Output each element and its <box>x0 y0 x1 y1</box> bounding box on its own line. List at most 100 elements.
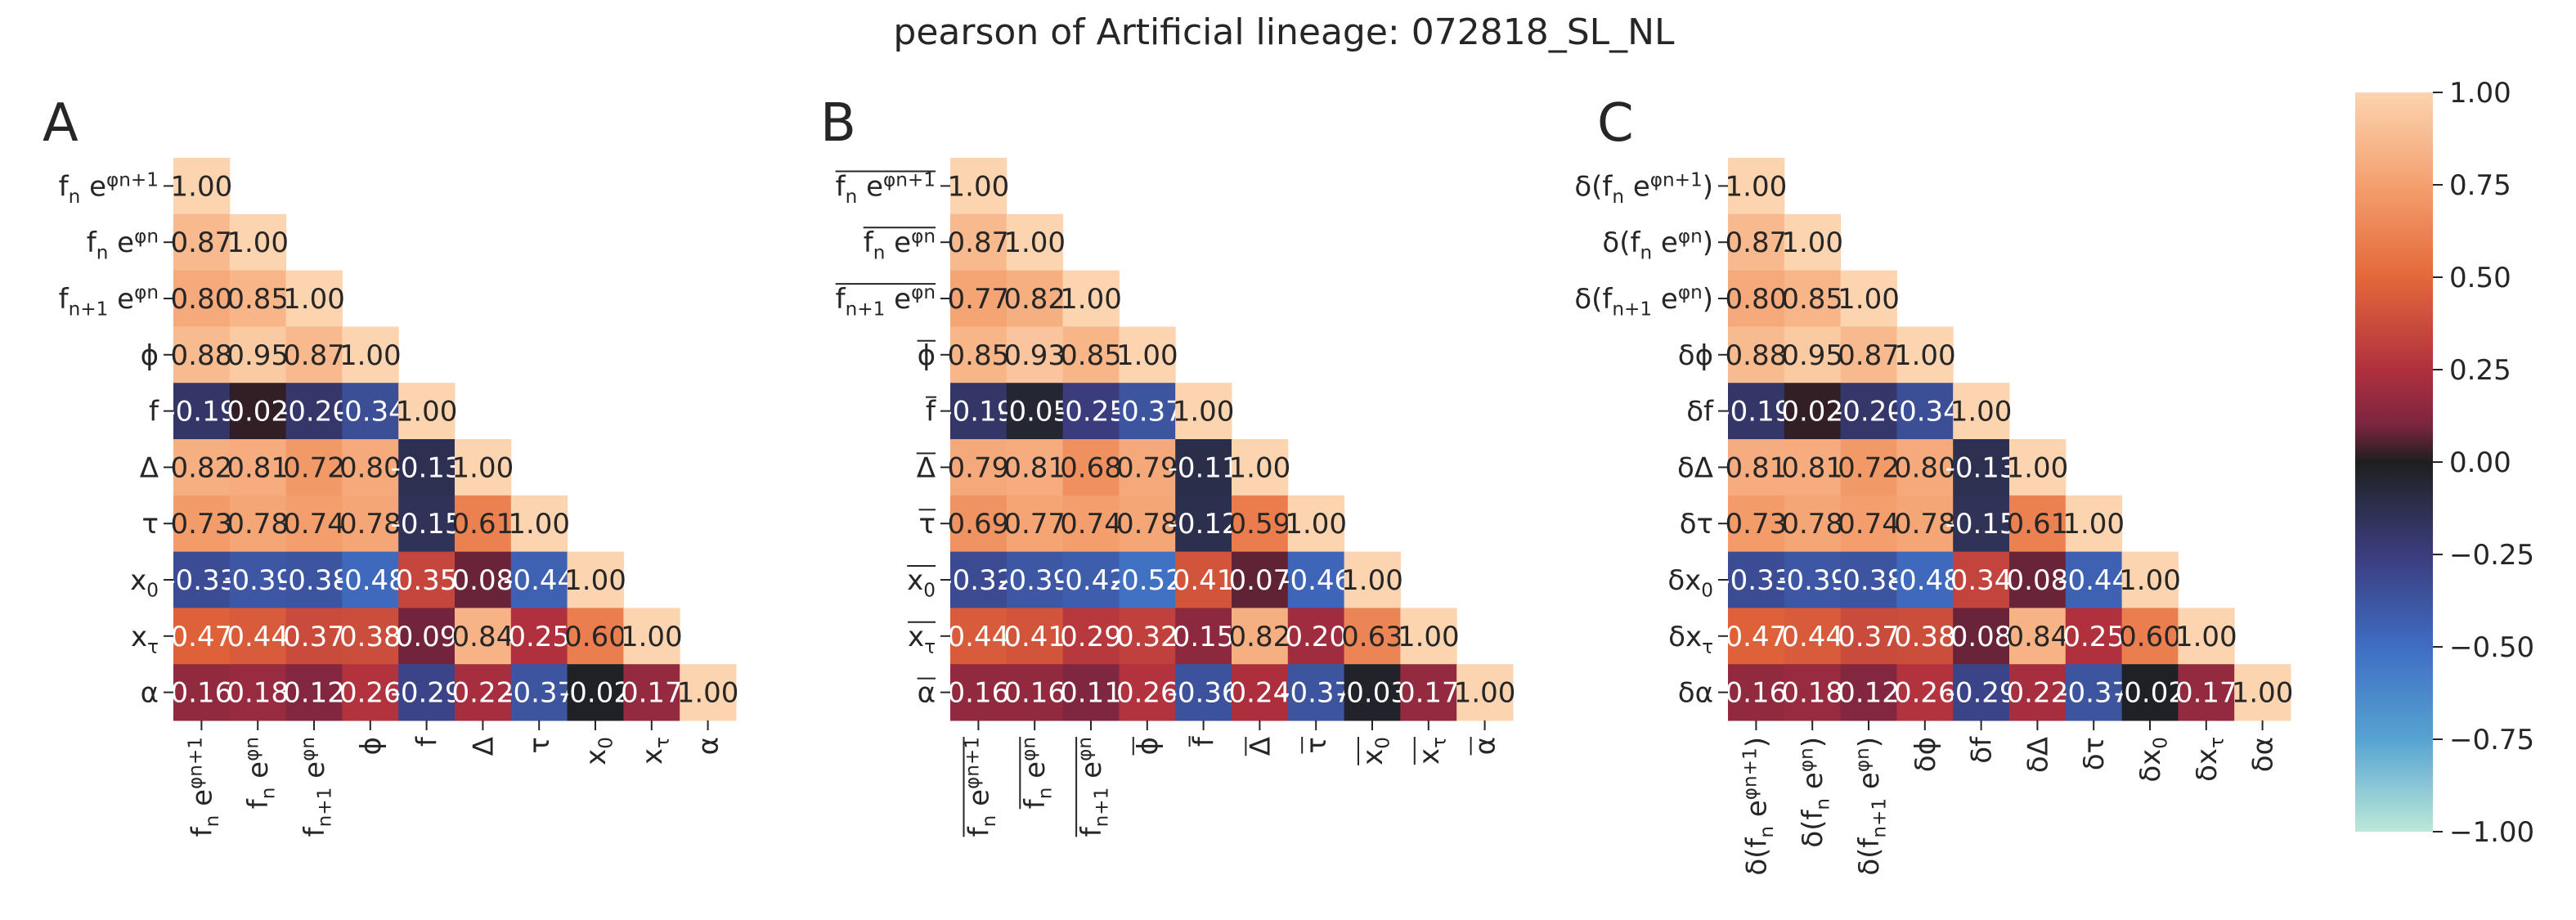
cell-value-label: 0.17 <box>621 677 683 710</box>
cell-value-label: 0.17 <box>1398 677 1460 710</box>
heatmap-cell <box>1728 158 1785 215</box>
cell-value-label: -0.38 <box>278 564 350 597</box>
cell-value-label: -0.33 <box>165 564 237 597</box>
heatmap-cell <box>2178 608 2235 665</box>
cell-value-label: 0.93 <box>1003 339 1066 372</box>
cell-value-label: 0.41 <box>1173 564 1235 597</box>
heatmap-cell <box>1006 439 1064 496</box>
heatmap-cell <box>1006 326 1064 384</box>
y-tick-label: fn+1 eφn <box>836 282 936 320</box>
heatmap-cell <box>1232 551 1289 608</box>
heatmap-cell <box>2178 664 2235 721</box>
cell-value-label: 1.00 <box>1950 396 2013 429</box>
x-tick-label: δf <box>1966 736 1999 764</box>
cell-value-label: -0.25 <box>1055 396 1127 429</box>
cell-value-label: -0.34 <box>1889 396 1961 429</box>
y-tick-label: δf <box>1686 396 1714 429</box>
heatmap-cell <box>1062 270 1120 327</box>
x-tick-label: xτ <box>636 737 674 765</box>
heatmap-cell <box>1896 439 1954 496</box>
cell-value-label: 1.00 <box>948 170 1010 203</box>
heatmap-cell <box>567 608 624 665</box>
cell-value-label: 0.29 <box>1060 621 1122 653</box>
y-tick-label: δϕ <box>1678 339 1713 372</box>
heatmap-cell <box>173 664 231 721</box>
cell-value-label: -0.37 <box>1111 396 1183 429</box>
y-tick-label: τ <box>919 508 936 541</box>
heatmap-cell <box>510 608 568 665</box>
cell-value-label: 0.08 <box>2007 564 2069 597</box>
cell-value-label: -0.34 <box>334 396 406 429</box>
heatmap-cell <box>398 495 456 553</box>
cell-value-label: 0.78 <box>1116 508 1178 541</box>
x-tick-label: ϕ <box>355 737 388 755</box>
cell-value-label: 0.61 <box>452 508 514 541</box>
heatmap-cell <box>680 664 737 721</box>
heatmap-cell <box>1728 551 1785 608</box>
x-tick-label: x0 <box>1357 737 1394 765</box>
cell-value-label: 0.20 <box>1285 621 1347 653</box>
cell-value-label: 1.00 <box>339 339 402 372</box>
y-tick-label: xτ <box>908 621 936 658</box>
cell-value-label: 1.00 <box>283 283 345 316</box>
cell-value-label: 0.18 <box>1781 677 1843 710</box>
cell-value-label: 0.34 <box>1950 564 2013 597</box>
cell-value-label: -0.15 <box>1945 508 2017 541</box>
cell-value-label: 0.60 <box>564 621 626 653</box>
heatmap-panel-a: A1.000.871.000.800.851.000.880.950.871.0… <box>43 93 738 837</box>
heatmap-cell <box>1784 608 1842 665</box>
y-tick-label: δΔ <box>1677 451 1713 484</box>
cell-value-label: 1.00 <box>2119 564 2181 597</box>
cell-value-label: -0.32 <box>942 564 1014 597</box>
cell-value-label: 0.80 <box>339 451 402 484</box>
heatmap-cell <box>1728 270 1785 327</box>
cell-value-label: 0.26 <box>1116 677 1178 710</box>
heatmap-cell <box>2121 551 2179 608</box>
heatmap-cell <box>1119 439 1176 496</box>
cell-value-label: -0.13 <box>1945 451 2017 484</box>
heatmap-cell <box>2009 608 2067 665</box>
cell-value-label: 1.00 <box>2232 677 2294 710</box>
cell-value-label: 0.68 <box>1060 451 1122 484</box>
cell-value-label: -0.19 <box>1720 396 1792 429</box>
heatmap-cell <box>1344 551 1401 608</box>
heatmap-cell <box>1232 664 1289 721</box>
heatmap-cell <box>1006 495 1064 553</box>
y-tick-label: ϕ <box>141 339 159 372</box>
x-tick-label: δΔ <box>2022 737 2054 773</box>
panel-letter: C <box>1597 93 1634 154</box>
cell-value-label: 0.24 <box>1229 677 1291 710</box>
heatmap-cell <box>173 213 231 272</box>
heatmap-cell <box>2121 664 2179 721</box>
heatmap-cell <box>1119 383 1176 440</box>
cell-value-label: -0.19 <box>942 396 1014 429</box>
cell-value-label: -0.39 <box>222 564 294 597</box>
cell-value-label: 1.00 <box>227 227 289 259</box>
heatmap-cell <box>285 551 343 608</box>
heatmap-cell <box>1119 495 1176 553</box>
heatmap-cell <box>1175 608 1232 665</box>
cell-value-label: 0.41 <box>1003 621 1066 653</box>
cell-value-label: 0.74 <box>283 508 345 541</box>
heatmap-cell <box>173 383 231 440</box>
cell-value-label: 0.37 <box>283 621 345 653</box>
heatmap-cell <box>173 158 231 215</box>
cell-value-label: -0.38 <box>1833 564 1905 597</box>
cell-value-label: 0.12 <box>1838 677 1900 710</box>
x-tick-label: Δ <box>1244 737 1277 756</box>
cell-value-label: 0.69 <box>948 508 1010 541</box>
cell-value-label: 0.79 <box>1116 451 1178 484</box>
x-tick-label: α <box>1470 737 1502 755</box>
cell-value-label: 0.32 <box>1116 621 1178 653</box>
heatmap-cell <box>1400 664 1457 721</box>
cell-value-label: 0.60 <box>2119 621 2181 653</box>
colorbar-tick-label: −0.75 <box>2449 724 2534 756</box>
y-tick-label: δ(fn eφn+1) <box>1574 170 1713 208</box>
colorbar-tick-label: 0.25 <box>2449 354 2511 387</box>
heatmap-cell <box>1175 664 1232 721</box>
heatmap-cell <box>623 664 680 721</box>
cell-value-label: -0.20 <box>1833 396 1905 429</box>
heatmap-panel-c: C1.000.871.000.800.851.000.880.950.871.0… <box>1574 93 2293 876</box>
cell-value-label: 0.82 <box>1229 621 1291 653</box>
heatmap-cell <box>1896 495 1954 553</box>
